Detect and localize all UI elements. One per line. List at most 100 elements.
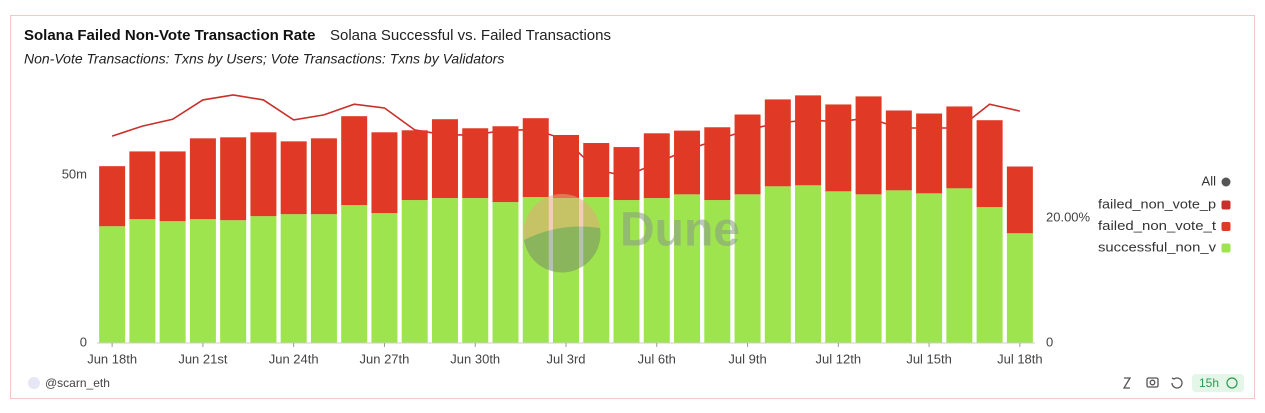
bar-segment [462,128,489,199]
bar-segment [99,226,126,343]
bar-segment [341,116,368,206]
y2-tick-label: 20.00% [1046,209,1091,224]
bar-segment [704,127,731,201]
icon-refresh[interactable] [1171,377,1183,389]
bar-segment [795,95,822,186]
bar-segment [885,190,912,343]
bar-segment [855,96,882,195]
x-tick-label: Jul 15th [906,351,952,366]
watermark: Dune [524,194,740,273]
bar-segment [825,104,852,192]
bar-segment [976,207,1003,343]
bar-segment [189,219,216,343]
refresh-check [1226,377,1238,389]
x-tick-label: Jul 18th [997,351,1043,366]
bar-segment [674,194,701,343]
x-tick-label: Jun 30th [450,351,500,366]
icon-camera[interactable] [1146,377,1159,388]
bar-segment [855,194,882,343]
author-avatar [28,377,40,389]
bar-segment [371,213,398,343]
legend-all: All [1202,173,1217,188]
y2-tick-label: 0 [1046,334,1053,349]
bar-segment [401,200,428,343]
legend-label: successful_non_v [1098,239,1217,254]
bar-segment [946,106,973,189]
bar-segment [220,137,247,221]
bar-segment [492,126,519,203]
bar-segment [280,141,307,215]
bar-segment [583,143,610,198]
watermark-text: Dune [620,204,740,257]
bar-segment [129,151,156,220]
bar-segment [431,198,458,343]
plot-area: 0 50m 0 20.00% Jun 18th Jun 21st Jun 24th Jun 2… [62,94,1091,366]
refresh-age: 15h [1199,376,1219,390]
bar-segment [371,132,398,214]
y-tick-label: 0 [80,334,87,349]
bar-segment [704,200,731,343]
x-tick-label: Jul 6th [638,351,676,366]
bar-segment [674,130,701,195]
icon-share[interactable] [1122,377,1132,389]
x-tick-label: Jul 9th [728,351,766,366]
bar-segment [613,147,640,201]
bar-segment [220,220,247,343]
legend-swatch [1221,200,1231,210]
legend-swatch [1221,243,1231,253]
bar-segment [310,138,337,215]
bar-segment [159,221,186,343]
y-tick-label: 50m [62,167,87,182]
bar-segment [250,216,277,343]
bar-segment [764,186,791,343]
bar-segment [522,118,549,198]
bar-segment [885,110,912,191]
bar-segment [310,214,337,343]
bar-segment [764,99,791,187]
bar-segment [734,114,761,195]
bar-segment [99,166,126,227]
x-tick-label: Jun 21st [178,351,228,366]
watermark-logo-band [524,226,601,273]
bar-segment [1006,166,1033,234]
legend-all-swatch [1221,177,1231,187]
bar-segment [976,120,1003,208]
bar-segment [431,119,458,199]
bar-segment [280,214,307,343]
chart-title: Solana Failed Non-Vote Transaction Rate [24,27,315,44]
bar-segment [643,133,670,199]
footer-icons [1122,377,1183,389]
bar-segment [643,198,670,343]
legend-swatch [1221,222,1231,231]
x-tick-label: Jun 24th [269,351,319,366]
bar-segment [916,113,943,194]
bar-segment [492,202,519,343]
chart-subtitle: Non-Vote Transactions: Txns by Users; Vo… [24,51,504,67]
bar-segment [795,185,822,343]
bar-segment [946,188,973,343]
x-tick-label: Jun 18th [87,351,137,366]
bar-segment [613,200,640,343]
legend-label: failed_non_vote_t [1098,218,1216,233]
x-tick-label: Jul 12th [816,351,862,366]
bar-segment [825,191,852,343]
bar-segment [1006,233,1033,343]
author[interactable]: @scarn_eth [45,376,110,390]
bar-segment [159,151,186,222]
bar-segment [250,132,277,217]
legend-label: failed_non_vote_p [1098,196,1216,211]
bar-segment [734,194,761,343]
bar-segment [341,205,368,343]
bar-segment [553,134,579,199]
bar-segment [189,138,216,220]
x-tick-label: Jul 3rd [546,351,585,366]
tab-title[interactable]: Solana Successful vs. Failed Transaction… [330,27,611,44]
x-tick-label: Jun 27th [360,351,410,366]
bar-segment [401,130,428,201]
bar-segment [129,219,156,343]
bar-segment [916,193,943,343]
icon-camera-lens [1149,379,1156,386]
bar-segment [462,198,489,343]
